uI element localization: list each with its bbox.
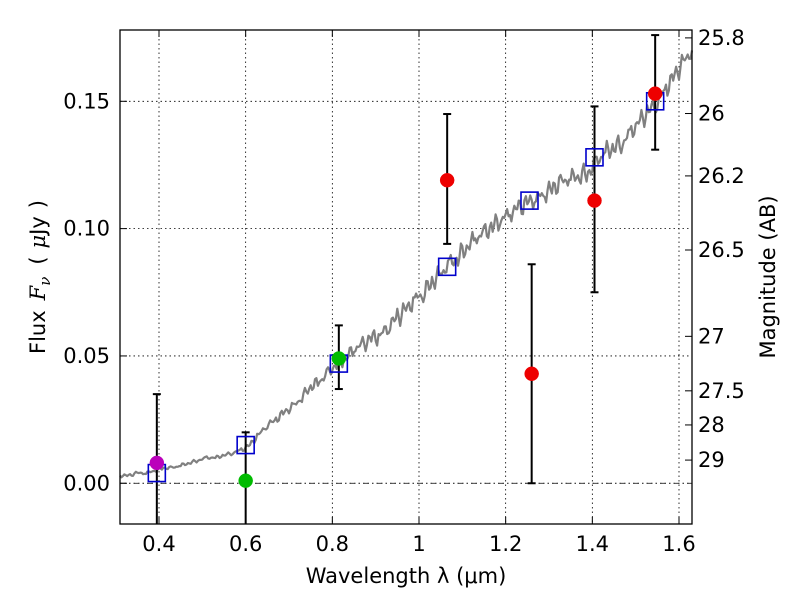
x-tick-label: 1 [412, 532, 425, 556]
right-tick-label: 28 [698, 413, 725, 437]
y-axis-title: Flux Fν ( μJy) [26, 200, 54, 354]
right-tick-label: 27 [698, 324, 725, 348]
right-tick-label: 27.5 [698, 379, 745, 403]
observed-points [149, 86, 663, 488]
x-axis-ticks: 0.4 0.6 0.8 1 1.2 1.4 1.6 [142, 30, 696, 556]
y-axis-title-paren-close: ) [26, 200, 50, 208]
y-axis-title-paren-open: ( [26, 256, 50, 264]
observed-point [149, 455, 165, 471]
spectrum-line [119, 50, 694, 479]
observed-point [647, 86, 663, 101]
right-tick-label: 26 [698, 102, 725, 126]
y-tick-label: 0.10 [63, 217, 110, 241]
observed-point [524, 366, 539, 382]
right-tick-label: 25.8 [698, 26, 745, 50]
observed-point [238, 473, 253, 488]
right-tick-label: 26.5 [698, 238, 745, 262]
model-point [585, 148, 604, 167]
x-tick-label: 0.8 [316, 532, 349, 556]
y-axis-title-subscript: ν [36, 277, 54, 286]
spectrum [119, 50, 694, 479]
right-axis-title: Magnitude (AB) [756, 195, 780, 358]
plot-frame [119, 29, 693, 525]
right-axis-ticks: 25.8 26 26.2 26.5 27 27.5 28 29 [685, 26, 745, 472]
x-tick-label: 1.2 [489, 532, 522, 556]
x-tick-label: 1.6 [662, 532, 695, 556]
x-tick-label: 0.4 [142, 532, 175, 556]
model-point [520, 191, 539, 210]
y-tick-label: 0.00 [63, 471, 110, 495]
y-tick-label: 0.05 [63, 344, 110, 368]
y-axis-ticks: 0.00 0.05 0.10 0.15 [63, 89, 127, 495]
y-axis-title-unit: Jy [26, 216, 50, 237]
y-tick-label: 0.15 [63, 89, 110, 113]
y-axis-title-symbol: F [26, 284, 50, 301]
y-axis-title-mu: μ [26, 235, 50, 249]
model-point [236, 435, 255, 455]
observed-point [587, 193, 602, 208]
x-tick-label: 1.4 [576, 532, 609, 556]
right-tick-label: 26.2 [698, 164, 745, 188]
observed-point [331, 351, 347, 366]
x-axis-title: Wavelength λ (μm) [306, 564, 507, 588]
model-points [147, 91, 665, 483]
model-point [437, 257, 457, 277]
error-bars [152, 34, 660, 524]
grid [120, 30, 692, 524]
y-axis-title-prefix: Flux [26, 310, 50, 354]
observed-point [439, 172, 455, 188]
right-tick-label: 29 [698, 448, 725, 472]
x-tick-label: 0.6 [229, 532, 262, 556]
